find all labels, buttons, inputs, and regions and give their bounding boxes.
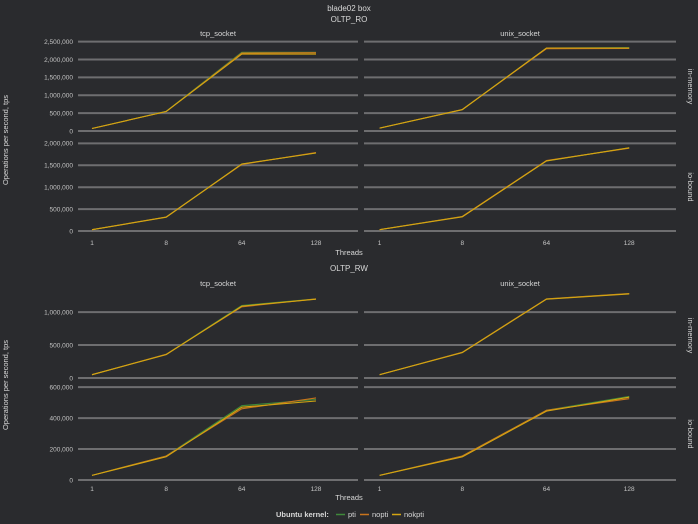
series-line-nokpti <box>91 298 317 376</box>
legend-label-nokpti: nokpti <box>404 510 424 519</box>
y-tick-label: 200,000 <box>50 446 74 453</box>
y-tick-label: 600,000 <box>50 384 74 391</box>
y-tick-label: 500,000 <box>50 206 74 213</box>
panel-tcp_socket-in-memory <box>91 51 317 130</box>
y-tick-label: 1,000,000 <box>44 93 73 100</box>
panel-tcp_socket-io-bound <box>91 152 317 231</box>
facet-column-label: tcp_socket <box>200 279 237 288</box>
x-tick-label: 1 <box>378 486 382 493</box>
x-tick-label: 8 <box>164 240 168 247</box>
series-line-nokpti <box>91 53 316 130</box>
x-tick-label: 64 <box>238 486 246 493</box>
y-tick-label: 1,000,000 <box>44 184 73 191</box>
x-tick-label: 64 <box>238 240 246 247</box>
facet-column-label: tcp_socket <box>200 29 237 38</box>
y-tick-label: 1,500,000 <box>44 75 73 82</box>
chart-oltp_rw: OLTP_RW Operations per second, tps Threads… <box>1 264 695 502</box>
x-tick-label: 128 <box>311 486 322 493</box>
y-tick-label: 500,000 <box>50 110 74 117</box>
y-tick-label: 2,500,000 <box>44 39 73 46</box>
y-tick-label: 2,000,000 <box>44 57 73 64</box>
x-axis-label: Threads <box>335 493 363 502</box>
chart-oltp_ro: OLTP_RO Operations per second, tps Threads… <box>1 15 695 257</box>
x-tick-label: 8 <box>460 486 464 493</box>
chart-title: OLTP_RO <box>331 15 368 24</box>
chart-title: OLTP_RW <box>330 264 368 273</box>
facet-row-label: in-memory <box>686 69 695 105</box>
legend: Ubuntu kernel: pti nopti nokpti <box>276 510 424 519</box>
series-line-nokpti <box>379 147 630 231</box>
y-tick-label: 0 <box>69 477 73 484</box>
x-tick-label: 128 <box>311 240 322 247</box>
y-tick-label: 0 <box>69 375 73 382</box>
x-tick-label: 1 <box>90 240 94 247</box>
figure-title: blade02 box <box>327 4 371 13</box>
facet-row-label: in-memory <box>686 318 695 354</box>
facet-column-label: unix_socket <box>500 29 541 38</box>
x-tick-label: 64 <box>543 486 551 493</box>
x-tick-label: 1 <box>90 486 94 493</box>
y-tick-label: 0 <box>69 128 73 135</box>
series-line-nokpti <box>379 396 630 476</box>
y-tick-label: 1,500,000 <box>44 163 73 170</box>
series-line-nokpti <box>91 400 317 476</box>
series-line-nokpti <box>379 47 630 129</box>
x-tick-label: 128 <box>624 486 635 493</box>
x-tick-label: 1 <box>378 240 382 247</box>
y-axis-label: Operations per second, tps <box>1 340 10 430</box>
facet-column-label: unix_socket <box>500 279 541 288</box>
y-tick-label: 400,000 <box>50 415 74 422</box>
legend-label-nopti: nopti <box>372 510 389 519</box>
panel-tcp_socket-in-memory <box>91 298 317 376</box>
y-axis-label: Operations per second, tps <box>1 95 10 185</box>
legend-title: Ubuntu kernel: <box>276 510 329 519</box>
x-axis-label: Threads <box>335 248 363 257</box>
y-tick-label: 1,000,000 <box>44 309 73 316</box>
series-line-nokpti <box>91 152 317 231</box>
y-tick-label: 0 <box>69 228 73 235</box>
panel-unix_socket-in-memory <box>379 47 630 129</box>
facet-row-label: io-bound <box>686 172 695 201</box>
panel-unix_socket-io-bound <box>379 395 630 476</box>
y-tick-label: 500,000 <box>50 342 74 349</box>
x-tick-label: 8 <box>164 486 168 493</box>
x-tick-label: 128 <box>624 240 635 247</box>
series-line-nokpti <box>379 293 630 376</box>
legend-label-pti: pti <box>348 510 356 519</box>
panel-tcp_socket-io-bound <box>91 397 317 476</box>
x-tick-label: 8 <box>460 240 464 247</box>
x-tick-label: 64 <box>543 240 551 247</box>
panel-unix_socket-in-memory <box>379 293 630 376</box>
y-tick-label: 2,000,000 <box>44 141 73 148</box>
panel-unix_socket-io-bound <box>379 147 630 231</box>
facet-row-label: io-bound <box>686 419 695 448</box>
